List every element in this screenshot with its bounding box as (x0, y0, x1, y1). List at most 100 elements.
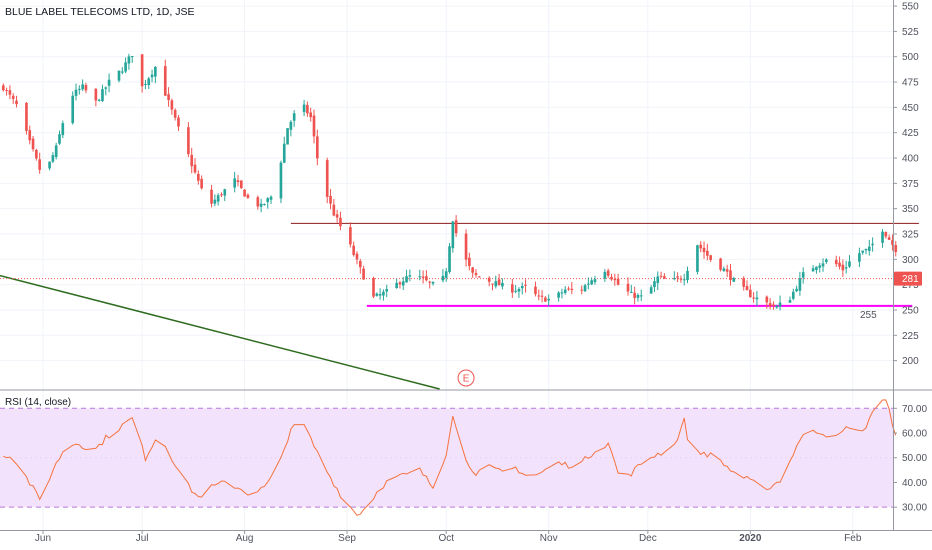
candle-body (672, 278, 676, 280)
candle-body (454, 220, 458, 234)
candle-body (468, 257, 471, 267)
candle-body (210, 189, 213, 204)
candle-body (200, 178, 203, 189)
candle-body (788, 300, 792, 303)
candle-body (775, 305, 779, 308)
candle-body (170, 100, 174, 110)
candle-body (431, 281, 435, 284)
candle-body (239, 180, 243, 189)
candle-body (867, 246, 871, 251)
candle-body (844, 267, 848, 269)
candle-body (464, 233, 468, 260)
candle-body (497, 279, 501, 286)
candle-body (48, 161, 51, 169)
candle-body (71, 95, 75, 124)
price-tick-label: 525 (902, 27, 919, 38)
candle-body (477, 276, 481, 278)
time-tick-label: Nov (540, 533, 558, 544)
candle-body (282, 143, 286, 163)
support-value-label: 255 (860, 310, 877, 321)
candle-body (795, 288, 798, 292)
candle-body (81, 84, 84, 90)
candle-body (699, 244, 703, 249)
candle-body (193, 164, 197, 173)
candle-body (173, 109, 177, 118)
candle-body (825, 259, 828, 262)
price-tick-label: 325 (902, 230, 919, 241)
rsi-line (3, 399, 897, 516)
candle-body (190, 154, 194, 167)
earnings-marker[interactable] (457, 369, 475, 387)
last-price-tag (894, 271, 922, 286)
candle-body (606, 270, 610, 276)
candle-body (289, 121, 293, 130)
price-tick-label: 300 (902, 255, 919, 266)
candle-body (494, 281, 498, 287)
candle-body (848, 261, 851, 267)
candle-body (378, 294, 382, 296)
time-tick-label: Oct (438, 533, 454, 544)
candle-body (610, 276, 613, 280)
candle-body (580, 289, 584, 291)
candle-body (682, 279, 686, 281)
candle-body (124, 62, 127, 72)
candle-body (656, 276, 660, 284)
candle-body (686, 270, 689, 281)
candle-body (871, 243, 874, 246)
candle-body (626, 283, 630, 292)
candle-body (451, 221, 455, 249)
time-tick-label: Jul (136, 533, 149, 544)
candle-body (487, 277, 491, 282)
trendline[interactable] (0, 274, 440, 390)
candle-body (649, 287, 653, 294)
candle-body (233, 178, 237, 188)
candle-body (706, 250, 709, 256)
candle-body (349, 227, 352, 245)
earnings-marker-label: E (463, 374, 470, 385)
chart-title: BLUE LABEL TELECOMS LTD, 1D, JSE (5, 6, 194, 18)
candle-body (408, 275, 412, 277)
candle-body (891, 240, 894, 245)
candle-body (567, 288, 570, 290)
candle-body (583, 285, 587, 292)
candle-body (54, 145, 58, 157)
candle-body (725, 269, 729, 272)
candle-body (339, 217, 342, 227)
candle-body (292, 113, 296, 121)
candle-body (815, 266, 818, 270)
candle-body (405, 276, 408, 283)
candle-body (818, 265, 822, 268)
candle-body (329, 195, 332, 204)
candle-body (834, 259, 838, 265)
candle-body (35, 149, 38, 159)
candle-body (448, 246, 451, 273)
candle-body (223, 189, 227, 196)
candle-body (629, 291, 633, 293)
candle-body (676, 276, 679, 278)
candle-body (5, 90, 8, 92)
price-tick-label: 425 (902, 128, 919, 139)
candle-body (547, 298, 551, 301)
time-tick-label: Jun (35, 533, 51, 544)
price-tick-label: 225 (902, 331, 919, 342)
candle-body (702, 247, 706, 253)
candle-body (534, 286, 537, 295)
candle-body (309, 112, 313, 118)
candle-body (395, 282, 398, 289)
candle-body (332, 204, 336, 216)
candle-body (263, 203, 266, 205)
candle-body (375, 293, 379, 296)
candle-body (709, 255, 712, 260)
time-tick-label: Feb (844, 533, 862, 544)
candle-body (861, 250, 865, 253)
candle-body (663, 276, 666, 279)
price-tick-label: 550 (902, 2, 919, 13)
candle-body (74, 89, 78, 96)
candle-body (196, 173, 200, 181)
candle-body (61, 123, 65, 136)
candle-body (140, 54, 144, 87)
rsi-tick-label: 40.00 (902, 478, 927, 489)
candle-body (167, 94, 170, 100)
price-tick-label: 350 (902, 204, 919, 215)
